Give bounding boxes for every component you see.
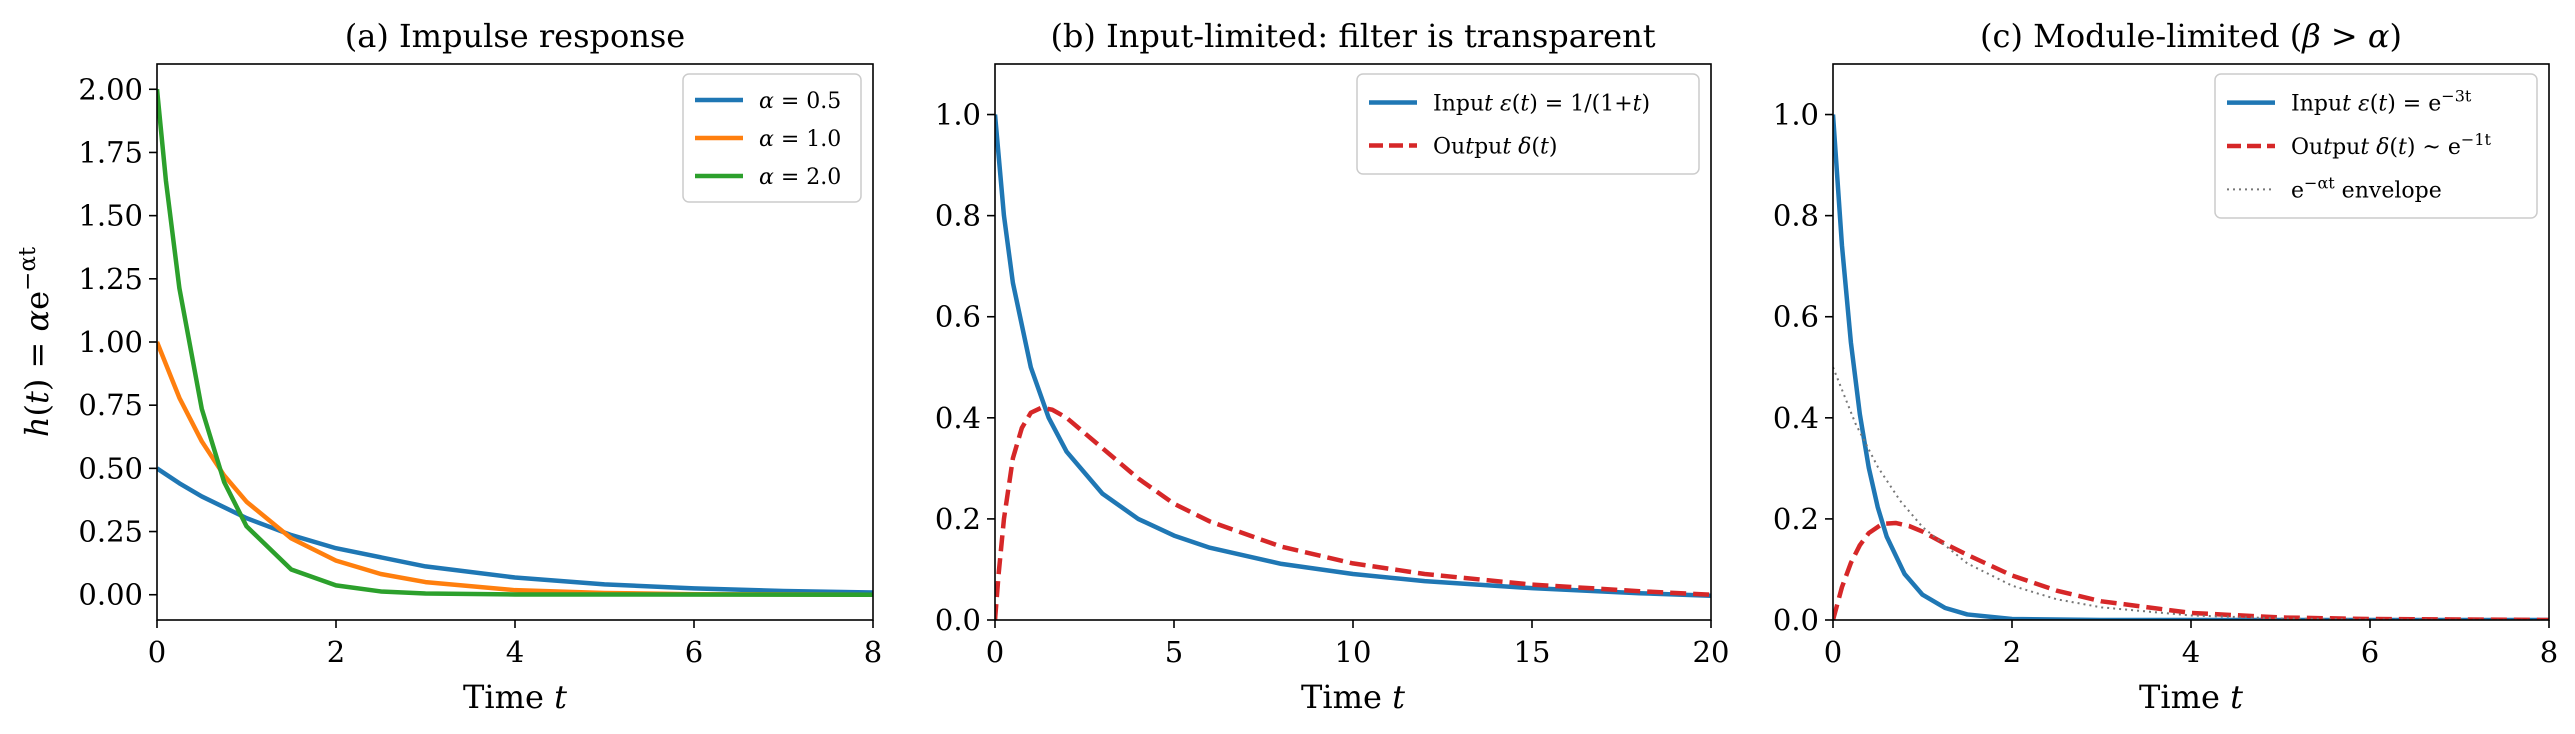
y-tick-label: 1.00	[78, 325, 143, 359]
y-tick-label: 1.0	[935, 98, 981, 132]
series-line-1-1	[157, 466, 873, 595]
series-line-3-3	[1833, 366, 2549, 620]
y-axis-label: h(t) = αe−αt	[15, 246, 56, 437]
series-line-2-2	[995, 405, 1711, 620]
chart-panel-1: 0 2 4 6 8 0.00 0.25 0.50 0.75 1.00 1.25 1.50 1.75 2.0…	[15, 17, 882, 716]
legend-frame	[1356, 73, 1700, 175]
legend-label: Input ε(t) = e−3t	[2291, 86, 2472, 117]
legend-frame	[682, 73, 862, 203]
x-axis-label: Time t	[463, 678, 567, 716]
legend: Input ε(t) = e−3t Output δ(t) ~ e−1t e−αt …	[2214, 73, 2538, 219]
y-tick-label: 0.4	[935, 401, 981, 435]
x-tick-label: 8	[2540, 635, 2558, 669]
legend-label: e−αt envelope	[2291, 173, 2442, 204]
x-tick-label: 8	[864, 635, 882, 669]
legend: Input ε(t) = 1/(1+t) Output δ(t)	[1356, 73, 1700, 175]
y-tick-label: 0.0	[1773, 603, 1819, 637]
y-tick-label: 0.6	[935, 300, 981, 334]
x-tick-label: 4	[2182, 635, 2200, 669]
legend-label: Input ε(t) = 1/(1+t)	[1433, 92, 1650, 117]
y-tick-label: 0.8	[1773, 199, 1819, 233]
y-tick-label: 0.00	[78, 578, 143, 612]
series-line-1-2	[157, 341, 873, 597]
series-line-1-3	[157, 89, 873, 597]
x-tick-label: 2	[327, 635, 345, 669]
y-tick-label: 0.50	[78, 451, 143, 485]
y-tick-label: 1.50	[78, 199, 143, 233]
y-tick-label: 0.75	[78, 388, 143, 422]
x-tick-label: 0	[1824, 635, 1842, 669]
x-tick-label: 6	[2361, 635, 2379, 669]
y-tick-label: 2.00	[78, 72, 143, 106]
y-tick-label: 0.25	[78, 515, 143, 549]
x-tick-label: 5	[1165, 635, 1183, 669]
legend-frame	[2214, 73, 2538, 219]
legend-label: α = 2.0	[759, 165, 841, 190]
y-tick-label: 0.4	[1773, 401, 1819, 435]
x-tick-label: 20	[1693, 635, 1730, 669]
x-tick-label: 2	[2003, 635, 2021, 669]
x-axis-label: Time t	[2139, 678, 2243, 716]
legend-label: Output δ(t)	[1433, 135, 1557, 160]
y-tick-label: 1.0	[1773, 98, 1819, 132]
legend-label: Output δ(t) ~ e−1t	[2291, 130, 2491, 161]
y-tick-label: 0.2	[1773, 502, 1819, 536]
x-tick-label: 15	[1514, 635, 1551, 669]
x-axis-label: Time t	[1301, 678, 1405, 716]
legend-label: α = 0.5	[759, 89, 841, 114]
chart-title: (c) Module-limited (β > α)	[1980, 17, 2402, 55]
legend: α = 0.5 α = 1.0 α = 2.0	[682, 73, 862, 203]
legend-label: α = 1.0	[759, 127, 841, 152]
x-tick-label: 6	[685, 635, 703, 669]
y-tick-label: 0.6	[1773, 300, 1819, 334]
chart-panel-3: 0 2 4 6 8 0.0 0.2 0.4 0.6 0.8 1.0 (c) Module-limite…	[1773, 17, 2558, 716]
chart-title: (b) Input-limited: filter is transparent	[1050, 17, 1655, 55]
series-line-3-1	[1833, 114, 2549, 620]
x-tick-label: 0	[986, 635, 1004, 669]
series-line-2-1	[995, 114, 1711, 598]
y-tick-label: 1.75	[78, 135, 143, 169]
x-tick-label: 0	[148, 635, 166, 669]
x-tick-label: 10	[1335, 635, 1372, 669]
x-tick-label: 4	[506, 635, 524, 669]
y-tick-label: 1.25	[78, 262, 143, 296]
y-tick-label: 0.0	[935, 603, 981, 637]
chart-panel-2: 0 5 10 15 20 0.0 0.2 0.4 0.6 0.8 1.0 (b) Input-limi…	[935, 17, 1730, 716]
series-line-3-2	[1833, 520, 2549, 620]
chart-title: (a) Impulse response	[345, 17, 685, 55]
y-tick-label: 0.8	[935, 199, 981, 233]
y-tick-label: 0.2	[935, 502, 981, 536]
